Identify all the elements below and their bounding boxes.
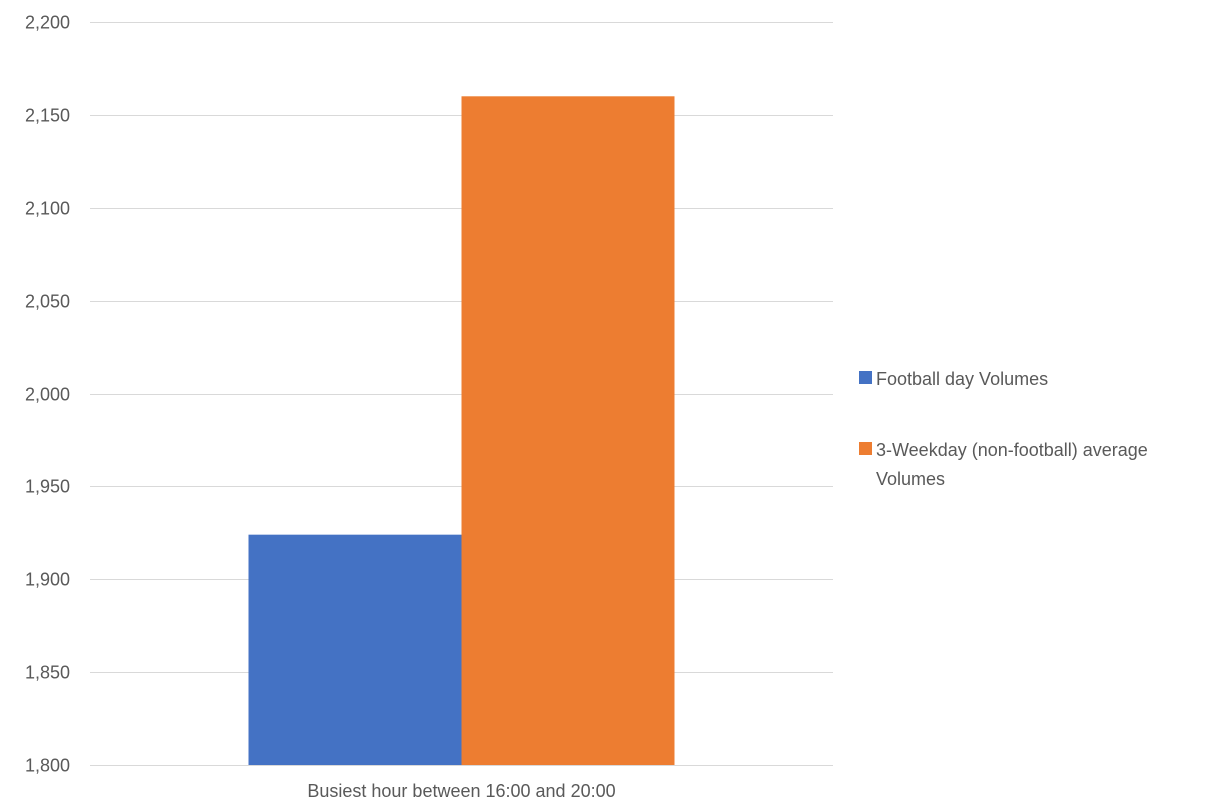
y-tick-label: 1,950 [25,477,70,497]
y-tick-label: 2,200 [25,13,70,33]
y-tick-label: 2,000 [25,385,70,405]
legend-swatch [859,442,872,455]
legend-label: Volumes [876,469,945,489]
legend: Football day Volumes 3-Weekday (non-footb… [859,369,1148,489]
y-tick-label: 2,050 [25,292,70,312]
y-axis-tick-labels: 1,800 1,850 1,900 1,950 2,000 2,050 2,100 2,150… [25,13,70,776]
x-axis-category-labels: Busiest hour between 16:00 and 20:00 [307,781,615,801]
y-tick-label: 1,900 [25,570,70,590]
y-tick-label: 1,850 [25,663,70,683]
legend-label: Football day Volumes [876,369,1048,389]
bar-football-day [248,534,462,765]
y-tick-label: 2,100 [25,199,70,219]
legend-label: 3-Weekday (non-football) average [876,440,1148,460]
x-category-label: Busiest hour between 16:00 and 20:00 [307,781,615,801]
bars [248,96,675,766]
y-tick-label: 1,800 [25,756,70,776]
bar-weekday-average [461,96,675,766]
legend-swatch [859,371,872,384]
y-tick-label: 2,150 [25,106,70,126]
